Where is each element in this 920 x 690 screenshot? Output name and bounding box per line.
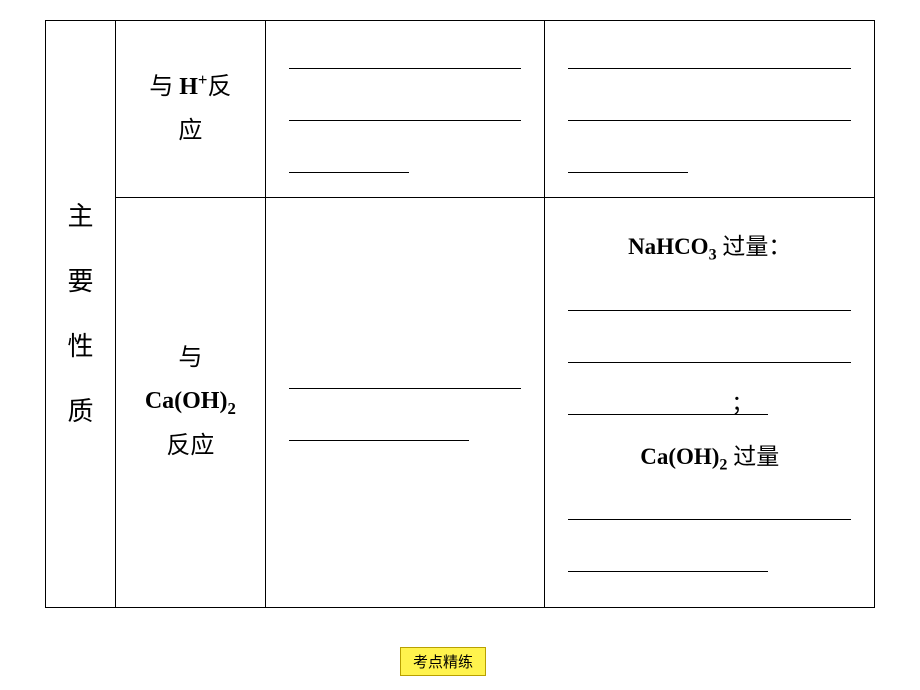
category-cell: 主 要 性 质 — [46, 21, 116, 608]
properties-table: 主 要 性 质 与 H+反 应 — [45, 20, 875, 608]
row1-content1-cell — [265, 21, 545, 198]
semicolon: ； — [731, 386, 753, 418]
blank-line — [289, 149, 409, 173]
nahco3-sub: 3 — [709, 247, 717, 264]
row1-label-cell: 与 H+反 应 — [115, 21, 265, 198]
category-char4: 质 — [61, 379, 100, 444]
caoh2-base: Ca(OH) — [640, 444, 719, 469]
row2-label-part2: 反应 — [131, 425, 250, 468]
row2-content1-cell — [265, 198, 545, 608]
nahco3-suffix: 过量： — [717, 234, 792, 259]
row2-content2-cell: NaHCO3 过量： ； Ca(OH)2 过量 — [545, 198, 875, 608]
row2-label-cell: 与 Ca(OH)2 反应 — [115, 198, 265, 608]
blank-line — [568, 149, 688, 173]
nahco3-excess-label: NaHCO3 过量： — [560, 227, 859, 265]
blank-line — [568, 97, 851, 121]
category-char2: 要 — [61, 249, 100, 314]
row1-content2-cell — [545, 21, 875, 198]
practice-button[interactable]: 考点精练 — [400, 647, 486, 676]
caoh2-suffix: 过量 — [727, 444, 779, 469]
row1-formula-base: H — [179, 74, 198, 100]
row1-label-part2: 反 — [207, 74, 231, 100]
nahco3-base: NaHCO — [628, 234, 709, 259]
blank-line — [568, 548, 768, 572]
category-char3: 性 — [61, 314, 100, 379]
category-char1: 主 — [61, 184, 100, 249]
button-bar: 考点精练 — [400, 647, 486, 676]
blank-line — [568, 496, 851, 520]
blank-line — [568, 339, 851, 363]
blank-line — [568, 45, 851, 69]
blank-line — [568, 287, 851, 311]
row2-label-part1: 与 — [131, 337, 250, 380]
row1-label-part1: 与 — [149, 74, 173, 100]
blank-line — [289, 365, 522, 389]
caoh2-excess-label: Ca(OH)2 过量 — [560, 437, 859, 475]
row2-formula-base: Ca(OH) — [145, 388, 228, 414]
blank-line — [289, 45, 522, 69]
row1-label-part3: 应 — [131, 110, 250, 153]
blank-line: ； — [568, 391, 768, 415]
blank-line — [289, 97, 522, 121]
row2-formula-sub: 2 — [227, 399, 235, 418]
blank-line — [289, 417, 469, 441]
